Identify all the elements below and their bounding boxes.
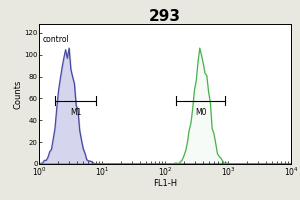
- Text: M0: M0: [195, 108, 206, 117]
- X-axis label: FL1-H: FL1-H: [153, 179, 177, 188]
- Text: control: control: [43, 35, 70, 44]
- Title: 293: 293: [149, 9, 181, 24]
- Y-axis label: Counts: Counts: [14, 79, 23, 109]
- Text: M1: M1: [70, 108, 81, 117]
